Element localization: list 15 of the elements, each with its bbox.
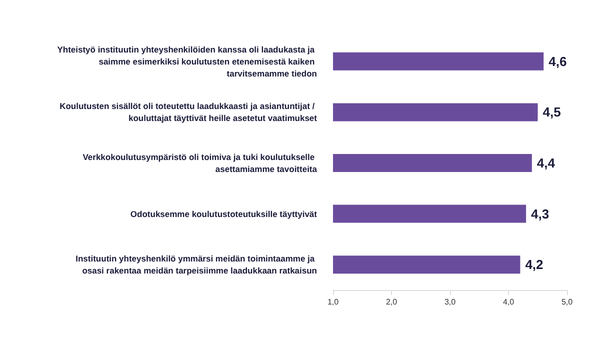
data-label: 4,4 [536,156,556,170]
x-tick-label: 5,0 [561,298,574,306]
y-tick-label: Koulutusten sisällöt oli toteutettu laadukkaasti ja asiantuntijat / kouluttajat täyttivät heille asetetut vaatimukset [60,101,318,124]
data-label: 4,3 [531,206,550,222]
x-tick-label: 3,0 [444,298,456,306]
x-tick-label: 1,0 [327,298,340,306]
y-tick-label: Odotuksemme koulutustoteutuksille täyttyivät [130,208,318,219]
data-label: 4,2 [525,257,544,272]
y-tick-label: Instituutin yhteyshenkilö ymmärsi meidän toimintaamme ja osasi rakentaa meidän tarpeisiimme laadukkaan ratkaisun [76,254,317,276]
data-label: 4,5 [542,104,561,120]
x-tick-label: 4,0 [502,298,515,306]
x-tick-label: 2,0 [386,298,398,306]
y-tick-label: Verkkokoulutusympäristö oli toimiva ja tuki koulutukselle asettamiamme tavoitteita [82,152,318,174]
data-label: 4,6 [548,54,567,69]
y-tick-label: Yhteistyö instituutin yhteyshenkilöiden kanssa oli laadukasta ja saimme esimerkiksi koulutusten etenemisestä kaiken tarvitsemamme tiedon [57,44,317,78]
